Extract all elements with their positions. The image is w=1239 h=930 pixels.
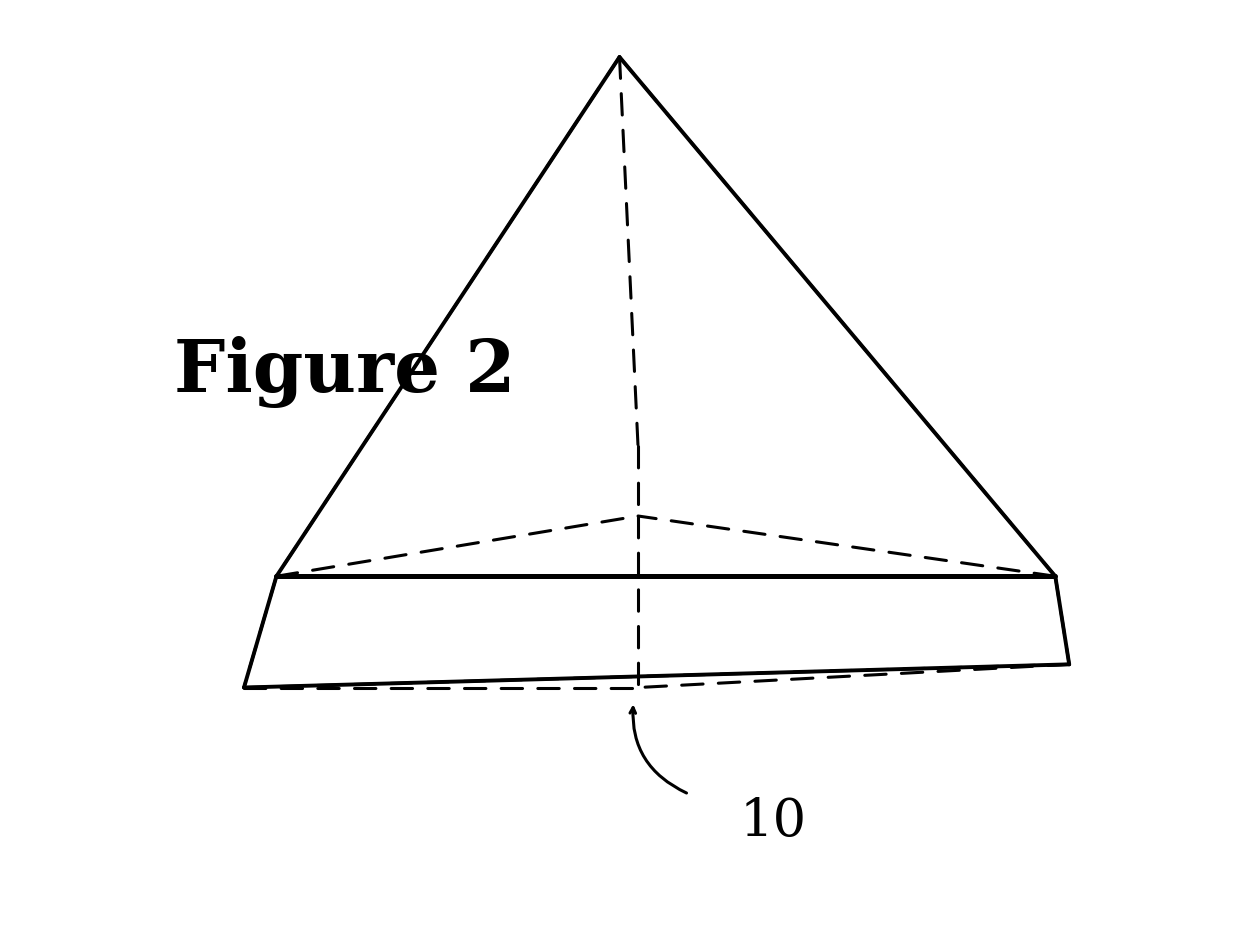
Text: Figure 2: Figure 2 [175,337,515,408]
Text: 10: 10 [740,796,807,847]
